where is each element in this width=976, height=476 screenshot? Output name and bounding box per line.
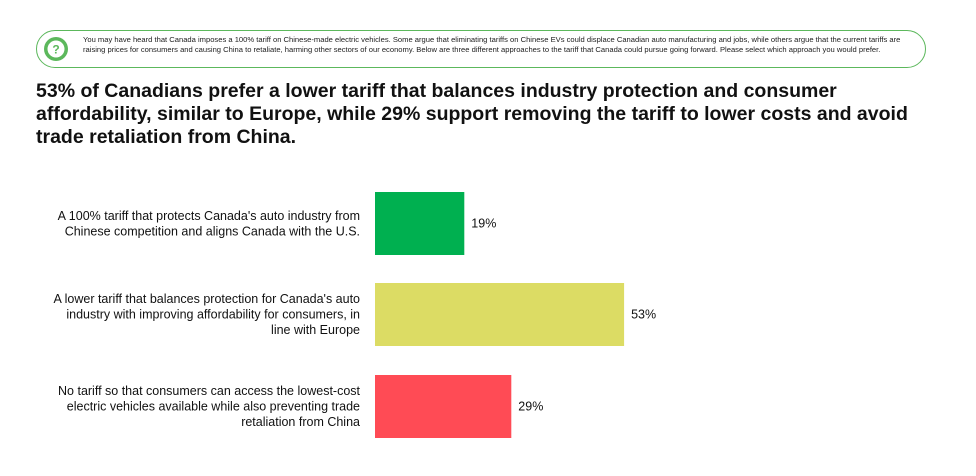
value-label-2: 53% (631, 308, 656, 322)
bar-1 (375, 192, 465, 255)
category-label-line: retaliation from China (241, 415, 360, 429)
question-mark-icon: ? (44, 37, 68, 61)
category-label-line: electric vehicles available while also p… (67, 400, 360, 414)
value-label-3: 29% (518, 400, 543, 414)
category-label-3: No tariff so that consumers can access t… (58, 384, 361, 429)
category-label-line: Chinese competition and aligns Canada wi… (65, 224, 360, 238)
category-label-line: industry with improving affordability fo… (66, 308, 360, 322)
category-label-2: A lower tariff that balances protection … (53, 292, 360, 337)
category-label-line: A lower tariff that balances protection … (53, 292, 360, 306)
category-label-1: A 100% tariff that protects Canada's aut… (58, 209, 360, 239)
category-label-line: A 100% tariff that protects Canada's aut… (58, 209, 360, 223)
bar-3 (375, 375, 512, 438)
category-label-line: line with Europe (271, 323, 360, 337)
question-text: You may have heard that Canada imposes a… (83, 35, 901, 54)
question-box: ? You may have heard that Canada imposes… (36, 30, 926, 68)
bar-2 (375, 283, 625, 346)
svg-text:?: ? (52, 43, 59, 57)
chart-title: 53% of Canadians prefer a lower tariff t… (36, 80, 908, 148)
value-label-1: 19% (471, 217, 496, 231)
category-label-line: No tariff so that consumers can access t… (58, 384, 361, 398)
